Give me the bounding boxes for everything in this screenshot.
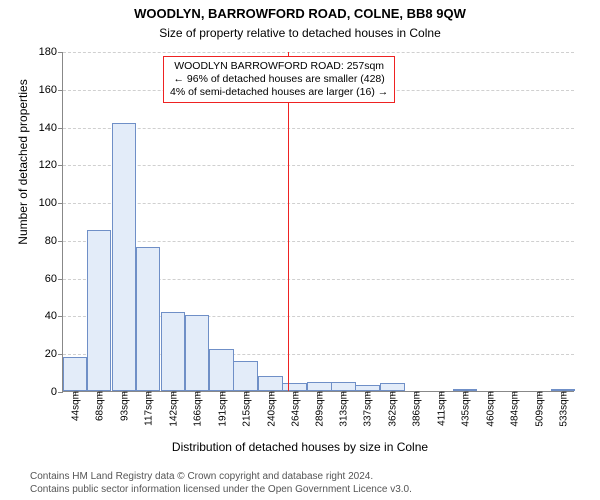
- x-tick-label: 484sqm: [508, 391, 521, 427]
- x-tick-label: 142sqm: [166, 391, 179, 427]
- footer-attribution: Contains HM Land Registry data © Crown c…: [0, 471, 600, 496]
- histogram-chart: WOODLYN, BARROWFORD ROAD, COLNE, BB8 9QW…: [0, 0, 600, 500]
- histogram-bar: [307, 382, 331, 391]
- x-tick-label: 313sqm: [337, 391, 350, 427]
- x-tick-label: 533sqm: [557, 391, 570, 427]
- x-tick-label: 191sqm: [215, 391, 228, 427]
- y-tick-label: 0: [51, 386, 63, 398]
- x-tick-label: 215sqm: [239, 391, 252, 427]
- histogram-bar: [233, 361, 257, 391]
- y-tick-label: 120: [39, 159, 63, 171]
- y-tick-label: 100: [39, 197, 63, 209]
- x-tick-label: 411sqm: [435, 391, 448, 426]
- y-tick-label: 140: [39, 122, 63, 134]
- gridline: [63, 203, 574, 204]
- x-tick-label: 386sqm: [410, 391, 423, 427]
- x-tick-label: 166sqm: [190, 391, 203, 427]
- histogram-bar: [380, 383, 404, 391]
- y-tick-label: 40: [45, 310, 63, 322]
- histogram-bar: [209, 349, 233, 391]
- gridline: [63, 52, 574, 53]
- x-tick-label: 509sqm: [533, 391, 546, 427]
- x-tick-label: 68sqm: [92, 391, 105, 421]
- y-tick-label: 60: [45, 273, 63, 285]
- histogram-bar: [87, 230, 111, 391]
- gridline: [63, 165, 574, 166]
- histogram-bar: [185, 315, 209, 391]
- annotation-line: 4% of semi-detached houses are larger (1…: [170, 86, 388, 99]
- annotation-line: ← 96% of detached houses are smaller (42…: [170, 73, 388, 86]
- x-tick-label: 289sqm: [313, 391, 326, 427]
- x-axis-label: Distribution of detached houses by size …: [0, 440, 600, 454]
- gridline: [63, 241, 574, 242]
- histogram-bar: [136, 247, 160, 391]
- histogram-bar: [258, 376, 282, 391]
- x-tick-label: 44sqm: [68, 391, 81, 421]
- footer-line-2: Contains public sector information licen…: [30, 484, 600, 497]
- x-tick-label: 435sqm: [459, 391, 472, 427]
- y-tick-label: 80: [45, 235, 63, 247]
- chart-subtitle: Size of property relative to detached ho…: [0, 26, 600, 40]
- y-axis-label: Number of detached properties: [16, 0, 30, 332]
- footer-line-1: Contains HM Land Registry data © Crown c…: [30, 471, 600, 484]
- histogram-bar: [282, 383, 306, 391]
- plot-area: 02040608010012014016018044sqm68sqm93sqm1…: [62, 52, 574, 392]
- x-tick-label: 460sqm: [484, 391, 497, 427]
- y-tick-label: 180: [39, 46, 63, 58]
- annotation-line: WOODLYN BARROWFORD ROAD: 257sqm: [170, 60, 388, 73]
- histogram-bar: [331, 382, 355, 391]
- y-tick-label: 20: [45, 348, 63, 360]
- annotation-box: WOODLYN BARROWFORD ROAD: 257sqm← 96% of …: [163, 56, 395, 103]
- histogram-bar: [63, 357, 87, 391]
- x-tick-label: 240sqm: [264, 391, 277, 427]
- gridline: [63, 128, 574, 129]
- x-tick-label: 117sqm: [141, 391, 154, 426]
- x-tick-label: 264sqm: [288, 391, 301, 427]
- x-tick-label: 362sqm: [386, 391, 399, 427]
- chart-title: WOODLYN, BARROWFORD ROAD, COLNE, BB8 9QW: [0, 6, 600, 21]
- y-tick-label: 160: [39, 84, 63, 96]
- histogram-bar: [112, 123, 136, 391]
- histogram-bar: [161, 312, 185, 391]
- x-tick-label: 93sqm: [117, 391, 130, 421]
- x-tick-label: 337sqm: [361, 391, 374, 427]
